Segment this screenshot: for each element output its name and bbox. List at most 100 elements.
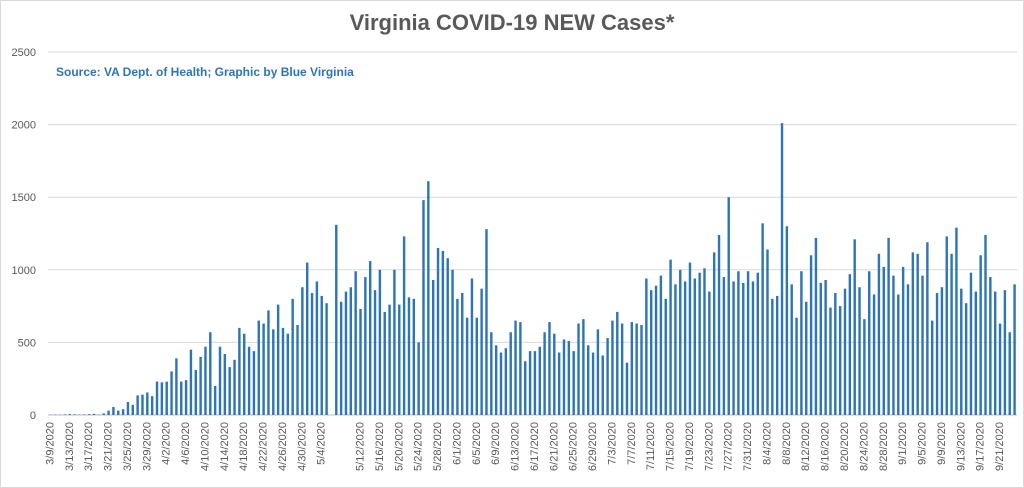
bar (863, 319, 866, 415)
bar (635, 323, 638, 415)
x-tick-label: 7/11/2020 (645, 422, 657, 470)
x-tick-label: 4/30/2020 (296, 422, 308, 471)
bar (461, 293, 464, 415)
bar (548, 322, 551, 415)
bar (620, 323, 624, 415)
x-tick-label: 6/21/2020 (548, 422, 560, 471)
x-tick-label: 4/14/2020 (219, 422, 231, 471)
bar (368, 261, 372, 415)
bar (490, 332, 493, 415)
bar (843, 288, 847, 415)
bar (291, 298, 294, 415)
bar (83, 414, 86, 415)
bar (727, 197, 730, 415)
bar (664, 298, 667, 415)
bar (649, 290, 653, 415)
x-tick-label: 7/3/2020 (606, 422, 618, 465)
bar (364, 277, 367, 415)
bar (761, 223, 764, 415)
bar (194, 369, 197, 415)
x-tick-label: 3/29/2020 (141, 422, 153, 471)
bar (722, 277, 726, 415)
bar (393, 269, 396, 415)
x-tick-label: 8/28/2020 (878, 422, 890, 471)
x-tick-label: 4/22/2020 (258, 422, 270, 471)
bar (310, 293, 314, 415)
bar (243, 333, 246, 415)
bar (204, 346, 207, 415)
bar (596, 329, 600, 415)
bar (121, 409, 125, 415)
chart-title: Virginia COVID-19 NEW Cases* (349, 10, 675, 35)
y-tick-label: 500 (18, 337, 36, 349)
bar (136, 395, 139, 415)
bar (470, 278, 474, 415)
bar (557, 352, 561, 415)
bar (940, 287, 944, 415)
bar (257, 320, 260, 415)
bar (611, 320, 614, 415)
y-tick-label: 2000 (12, 120, 36, 132)
bar (528, 351, 532, 415)
bar (538, 346, 541, 415)
bar (640, 324, 643, 415)
bar (223, 354, 227, 415)
bar (993, 291, 997, 415)
bar (388, 304, 391, 415)
y-tick-label: 2500 (12, 47, 36, 59)
bar (383, 311, 386, 415)
bar (616, 311, 619, 415)
bar (911, 252, 915, 415)
bar (669, 259, 672, 415)
bar (693, 278, 697, 415)
bar (766, 249, 769, 415)
bar (848, 274, 852, 415)
bar (286, 333, 290, 415)
bar (407, 297, 411, 415)
bar (514, 320, 517, 415)
bar (751, 281, 755, 415)
bar (509, 332, 512, 415)
x-tick-label: 6/9/2020 (490, 422, 502, 465)
bar (979, 255, 982, 415)
y-tick-label: 1500 (12, 192, 36, 204)
bar (296, 324, 299, 415)
x-tick-label: 6/13/2020 (510, 422, 522, 471)
bar (301, 287, 304, 415)
bar (451, 269, 454, 415)
x-tick-label: 5/24/2020 (413, 422, 425, 471)
bar (218, 346, 222, 415)
bar (354, 271, 357, 415)
bar (209, 332, 212, 415)
bar (165, 381, 168, 415)
bar (771, 298, 774, 415)
bar (504, 348, 508, 415)
bar (315, 281, 319, 415)
bar (955, 227, 958, 415)
bar (824, 279, 827, 415)
bar (775, 295, 779, 415)
bar (107, 410, 110, 415)
bar (519, 322, 522, 415)
bar (150, 396, 154, 415)
x-tick-label: 9/9/2020 (936, 422, 948, 465)
bar (339, 301, 343, 415)
bar (126, 401, 130, 415)
bar (325, 303, 328, 415)
bar (465, 317, 469, 415)
x-tick-label: 9/5/2020 (917, 422, 929, 465)
bar (155, 381, 159, 415)
bar (320, 295, 323, 415)
bar (102, 413, 105, 415)
bar (422, 200, 425, 415)
bar (838, 306, 842, 415)
bar (436, 248, 440, 415)
bar (809, 255, 813, 415)
bar (717, 234, 721, 415)
x-tick-label: 9/13/2020 (955, 422, 967, 471)
bar (63, 414, 67, 415)
bar (494, 345, 498, 415)
bar (146, 392, 149, 415)
bar (683, 281, 687, 415)
bar (228, 367, 231, 415)
